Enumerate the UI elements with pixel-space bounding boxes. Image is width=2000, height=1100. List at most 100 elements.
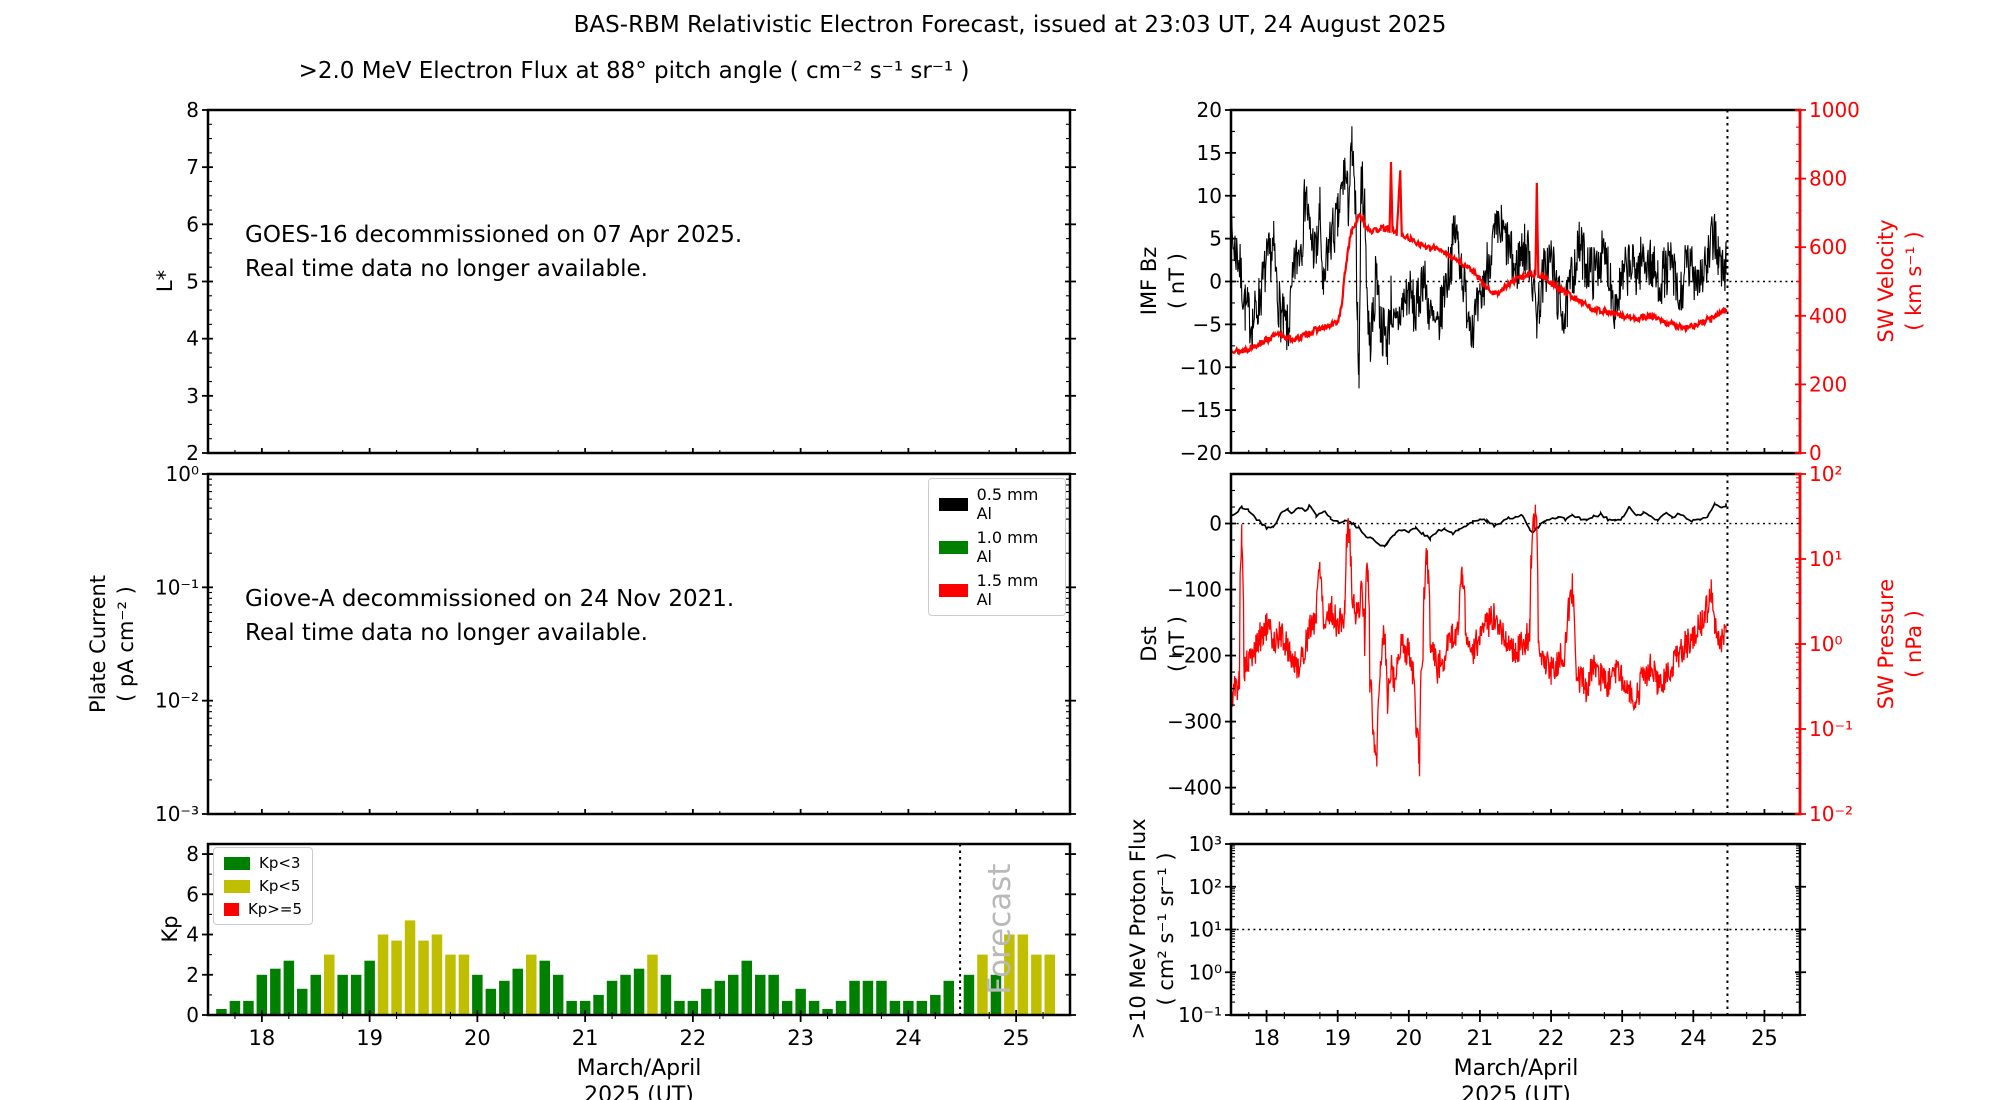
- kp-bar: [270, 968, 281, 1015]
- panel-frame-kp: [206, 842, 1072, 1017]
- kp-bar: [849, 980, 860, 1015]
- figure-title: BAS-RBM Relativistic Electron Forecast, …: [573, 12, 1447, 38]
- svg-text:5: 5: [1209, 227, 1222, 251]
- svg-text:8: 8: [186, 98, 199, 122]
- sw-pressure-axis-label: SW Pressure ( nPa ): [1872, 579, 1928, 709]
- svg-text:−300: −300: [1167, 710, 1222, 734]
- panel-electron_flux: 2 3 4 5 6 7 8: [186, 98, 1076, 465]
- kp-bar: [310, 974, 321, 1015]
- kp-axis-label: Kp: [156, 915, 184, 942]
- svg-text:18: 18: [1253, 1026, 1280, 1050]
- legend-item-kp-mid: Kp<5: [224, 877, 302, 895]
- kp-bar: [768, 974, 779, 1015]
- svg-text:6: 6: [186, 212, 199, 236]
- kp-bar: [660, 974, 672, 1015]
- kp-bar: [458, 954, 470, 1015]
- xticks-imf: [1248, 448, 1783, 453]
- series-sw-velocity: [1231, 161, 1728, 356]
- giove-annotation-line1: Giove-A decommissioned on 24 Nov 2021.: [245, 586, 735, 612]
- kp-bar: [337, 974, 348, 1015]
- kp-bar: [593, 994, 604, 1015]
- svg-text:−10: −10: [1180, 355, 1222, 379]
- sw-pressure-axis-label-line1: SW Pressure: [1874, 578, 1898, 710]
- kp-bar: [297, 988, 308, 1015]
- svg-text:200: 200: [1809, 372, 1847, 396]
- svg-text:10¹: 10¹: [1809, 547, 1842, 571]
- svg-text:0: 0: [186, 1003, 199, 1027]
- kp-bar: [499, 980, 510, 1015]
- plate-current-axis-label-line1: Plate Current: [86, 574, 110, 714]
- kp-bar: [876, 980, 887, 1015]
- panel-proton: 10³ 10² 10¹ 10⁰ 10⁻¹ 18 19 20 21 22 23 24 25: [1178, 832, 1806, 1050]
- kp-bar: [1017, 934, 1029, 1015]
- svg-text:10²: 10²: [1189, 875, 1222, 899]
- proton-flux-axis-label: >10 MeV Proton Flux ( cm² s⁻¹ sr⁻¹ ): [1124, 818, 1180, 1039]
- sw-velocity-axis-label-line2: ( km s⁻¹ ): [1902, 231, 1926, 331]
- kp-bar: [943, 980, 954, 1015]
- svg-text:600: 600: [1809, 235, 1847, 259]
- legend-swatch-kp-low: [224, 856, 250, 870]
- svg-text:19: 19: [356, 1026, 383, 1050]
- x-axis-title-left-line1: March/April: [576, 1056, 702, 1081]
- yticks-plate_current-left: 10⁰ 10⁻¹ 10⁻² 10⁻³: [155, 462, 213, 826]
- svg-text:20: 20: [464, 1026, 491, 1050]
- svg-text:0: 0: [1809, 441, 1822, 465]
- x-axis-title-right: March/April 2025 (UT): [1454, 1055, 1579, 1100]
- svg-text:8: 8: [186, 842, 199, 866]
- kp-bar: [977, 954, 988, 1015]
- kp-bar: [579, 1000, 591, 1015]
- x-axis-title-left-line2: 2025 (UT): [584, 1083, 694, 1100]
- legend-item-05mm: 0.5 mm Al: [939, 485, 1055, 523]
- svg-text:1000: 1000: [1809, 98, 1860, 122]
- shielding-legend: 0.5 mm Al 1.0 mm Al 1.5 mm Al: [928, 478, 1066, 616]
- panel-frame-plate_current: [206, 472, 1072, 816]
- svg-text:22: 22: [1538, 1026, 1565, 1050]
- kp-bar: [862, 980, 874, 1015]
- svg-text:10²: 10²: [1809, 462, 1842, 486]
- series-dst: [1231, 501, 1727, 548]
- sw-velocity-axis-label-line1: SW Velocity: [1874, 219, 1898, 343]
- legend-label-kp-low: Kp<3: [259, 854, 301, 872]
- yticks-kp-left: 0 2 4 6 8: [186, 842, 213, 1027]
- sw-pressure-axis-label-line2: ( nPa ): [1902, 610, 1926, 678]
- kp-bar: [903, 1000, 914, 1015]
- svg-text:5: 5: [186, 270, 199, 294]
- dst-axis-label-line2: ( nT ): [1165, 616, 1189, 672]
- svg-text:20: 20: [1395, 1026, 1422, 1050]
- kp-bar: [990, 974, 1002, 1015]
- imf-bz-axis-label-line1: IMF Bz: [1137, 246, 1161, 316]
- goes-annotation-line1: GOES-16 decommissioned on 07 Apr 2025.: [245, 222, 743, 248]
- kp-bar: [728, 974, 739, 1015]
- kp-bar: [930, 994, 941, 1015]
- legend-swatch-05mm: [939, 497, 968, 511]
- kp-bar: [889, 1000, 901, 1015]
- kp-bar: [445, 954, 456, 1015]
- electron-flux-panel-title: >2.0 MeV Electron Flux at 88° pitch angl…: [298, 58, 970, 84]
- legend-swatch-kp-high: [224, 902, 239, 916]
- legend-swatch-10mm: [939, 540, 968, 554]
- yticks-electron_flux-left: 2 3 4 5 6 7 8: [186, 98, 213, 465]
- kp-bar: [256, 974, 268, 1015]
- svg-text:10⁻³: 10⁻³: [155, 802, 199, 826]
- kp-bar: [512, 968, 523, 1015]
- yticks-kp-right: [1065, 853, 1076, 1016]
- xticks-electron_flux: [234, 448, 1044, 453]
- svg-text:25: 25: [1003, 1026, 1030, 1050]
- svg-text:4: 4: [186, 327, 199, 351]
- svg-text:15: 15: [1197, 141, 1222, 165]
- kp-bar: [472, 974, 483, 1015]
- svg-text:10⁰: 10⁰: [166, 462, 199, 486]
- kp-bar: [283, 960, 295, 1015]
- goes-annotation: GOES-16 decommissioned on 07 Apr 2025. R…: [245, 218, 742, 286]
- svg-text:−100: −100: [1167, 578, 1222, 602]
- legend-label-kp-mid: Kp<5: [259, 877, 301, 895]
- kp-bar: [755, 974, 766, 1015]
- svg-text:23: 23: [787, 1026, 814, 1050]
- kp-bar: [741, 960, 752, 1015]
- svg-text:10⁻²: 10⁻²: [1809, 802, 1853, 826]
- yticks-proton-left: 10³ 10² 10¹ 10⁰ 10⁻¹: [1178, 832, 1236, 1027]
- svg-text:7: 7: [186, 155, 199, 179]
- kp-legend: Kp<3 Kp<5 Kp>=5: [213, 847, 313, 925]
